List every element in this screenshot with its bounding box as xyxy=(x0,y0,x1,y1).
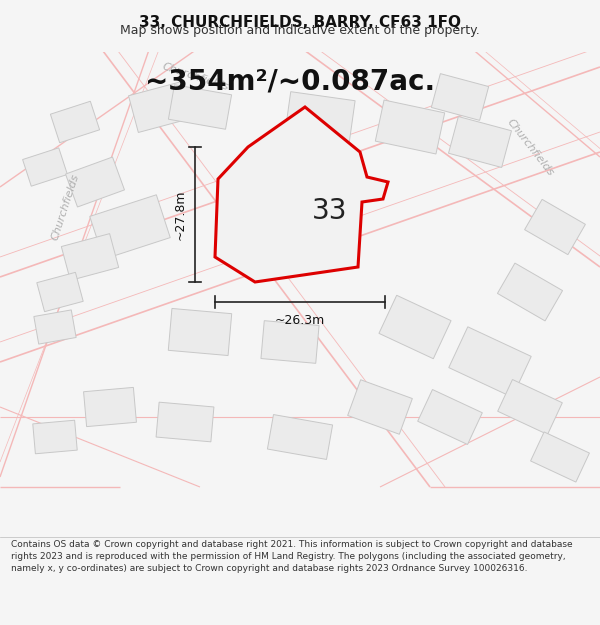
Polygon shape xyxy=(34,310,76,344)
Polygon shape xyxy=(347,380,412,434)
Polygon shape xyxy=(168,309,232,356)
Polygon shape xyxy=(83,388,136,427)
Polygon shape xyxy=(285,92,355,142)
Polygon shape xyxy=(268,414,332,459)
Polygon shape xyxy=(169,85,232,129)
Polygon shape xyxy=(90,195,170,259)
Polygon shape xyxy=(449,116,511,168)
Text: Churchfields: Churchfields xyxy=(505,117,555,178)
Polygon shape xyxy=(50,101,100,142)
Text: Churchfields: Churchfields xyxy=(160,61,230,92)
Text: Contains OS data © Crown copyright and database right 2021. This information is : Contains OS data © Crown copyright and d… xyxy=(11,539,572,573)
Polygon shape xyxy=(65,157,124,207)
Text: Churchfields: Churchfields xyxy=(50,173,80,241)
Polygon shape xyxy=(418,389,482,444)
Polygon shape xyxy=(530,432,589,482)
Polygon shape xyxy=(524,199,586,254)
Polygon shape xyxy=(33,420,77,454)
Text: ~354m²/~0.087ac.: ~354m²/~0.087ac. xyxy=(145,68,435,96)
Polygon shape xyxy=(37,272,83,312)
Text: ~27.8m: ~27.8m xyxy=(174,189,187,240)
Polygon shape xyxy=(61,234,119,281)
Polygon shape xyxy=(379,295,451,359)
Text: ~26.3m: ~26.3m xyxy=(275,314,325,327)
Polygon shape xyxy=(497,379,562,434)
Polygon shape xyxy=(497,263,563,321)
Polygon shape xyxy=(23,148,67,186)
Polygon shape xyxy=(431,74,488,121)
Polygon shape xyxy=(156,402,214,442)
Text: 33: 33 xyxy=(312,196,347,224)
Text: Map shows position and indicative extent of the property.: Map shows position and indicative extent… xyxy=(120,24,480,38)
Polygon shape xyxy=(128,81,191,132)
Polygon shape xyxy=(215,107,388,282)
Text: 33, CHURCHFIELDS, BARRY, CF63 1FQ: 33, CHURCHFIELDS, BARRY, CF63 1FQ xyxy=(139,14,461,29)
Polygon shape xyxy=(449,327,531,397)
Polygon shape xyxy=(376,100,445,154)
Polygon shape xyxy=(261,321,319,363)
